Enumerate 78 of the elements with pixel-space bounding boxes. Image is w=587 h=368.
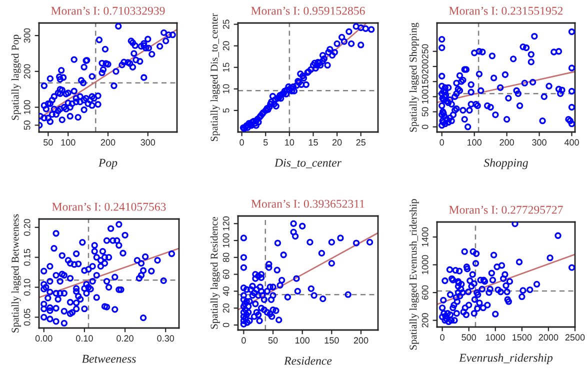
x-tick-label: 0.20 bbox=[116, 335, 134, 342]
x-tick-label: 300 bbox=[532, 139, 546, 146]
y-tick-label: 200 bbox=[24, 64, 30, 78]
x-tick-label: 100 bbox=[468, 139, 482, 146]
y-tick-label: 20 bbox=[222, 41, 230, 50]
y-tick-label: 100 bbox=[24, 100, 30, 114]
y-tick-label: 0.10 bbox=[24, 278, 30, 296]
x-tick-label: 20 bbox=[332, 139, 342, 146]
y-tick-label: 0.05 bbox=[24, 308, 30, 326]
x-tick-label: 1500 bbox=[512, 334, 532, 341]
x-tick-label: 200 bbox=[100, 139, 116, 146]
x-tick-label: 100 bbox=[296, 337, 310, 344]
x-tick-label: 2000 bbox=[538, 334, 558, 341]
y-tick-label: 200 bbox=[422, 59, 428, 74]
x-tick-label: 0.00 bbox=[35, 335, 52, 342]
y-tick-label: 0 bbox=[222, 322, 230, 328]
y-tick-label: 50 bbox=[24, 120, 30, 130]
x-tick-label: 50 bbox=[268, 337, 278, 344]
x-tick-label: 500 bbox=[462, 334, 476, 341]
y-tick-label: 120 bbox=[222, 216, 230, 230]
x-axis-title: Pop bbox=[98, 158, 118, 170]
y-tick-label: 60 bbox=[222, 270, 230, 279]
x-axis-title: Betweeness bbox=[82, 354, 136, 363]
x-axis-title: Evenrush_ridership bbox=[458, 353, 553, 364]
x-tick-label: 50 bbox=[44, 139, 53, 146]
y-tick-label: 600 bbox=[422, 285, 428, 300]
y-axis-title: Spatially lagged Betweeness bbox=[11, 214, 21, 332]
x-tick-label: 1000 bbox=[486, 334, 506, 341]
y-tick-label: 0 bbox=[422, 124, 428, 130]
x-tick-label: 0.10 bbox=[76, 335, 93, 342]
x-tick-label: 10 bbox=[285, 139, 294, 146]
y-tick-label: 250 bbox=[422, 44, 428, 58]
y-tick-label: 25 bbox=[222, 20, 230, 29]
chart-title: Moran’s I: 0.710332939 bbox=[51, 6, 165, 15]
y-tick-label: 200 bbox=[422, 313, 428, 328]
y-axis-title: Spatially lagged Shopping bbox=[409, 22, 419, 132]
x-tick-label: 2500 bbox=[565, 334, 585, 341]
y-tick-label: 150 bbox=[422, 74, 428, 88]
chart-title: Moran’s I: 0.393652311 bbox=[251, 200, 364, 208]
x-tick-label: 15 bbox=[308, 139, 318, 146]
y-tick-label: 100 bbox=[422, 89, 428, 104]
x-axis-title: Dis_to_center bbox=[274, 158, 342, 168]
x-tick-label: 100 bbox=[61, 139, 76, 146]
y-axis-title: Spatially lagged Residence bbox=[210, 216, 220, 329]
y-tick-label: 1400 bbox=[422, 227, 428, 246]
x-tick-label: 0.30 bbox=[157, 335, 174, 342]
x-tick-label: 400 bbox=[564, 139, 579, 146]
x-tick-label: 200 bbox=[354, 337, 368, 344]
x-tick-label: 150 bbox=[324, 337, 339, 344]
x-tick-label: 0 bbox=[240, 139, 244, 146]
x-axis-title: Shopping bbox=[484, 158, 528, 170]
x-axis-title: Residence bbox=[284, 356, 332, 365]
y-tick-label: 80 bbox=[222, 252, 230, 262]
y-axis-title: Spatially lagged Pop bbox=[11, 34, 21, 120]
y-tick-label: 20 bbox=[222, 303, 230, 313]
x-tick-label: 0 bbox=[242, 337, 246, 344]
y-tick-label: 1000 bbox=[422, 255, 428, 274]
y-tick-label: 5 bbox=[222, 108, 230, 113]
y-tick-label: 50 bbox=[422, 107, 428, 116]
x-tick-label: 300 bbox=[140, 139, 156, 146]
y-tick-label: 100 bbox=[222, 233, 230, 248]
y-tick-label: 300 bbox=[24, 28, 30, 43]
x-tick-label: 5 bbox=[263, 139, 268, 146]
y-tick-label: 0.15 bbox=[24, 248, 30, 266]
y-tick-label: 15 bbox=[222, 62, 230, 72]
y-tick-label: 40 bbox=[222, 286, 230, 296]
y-axis-title: Spatially lagged Evenrush_ridership bbox=[409, 199, 419, 350]
x-tick-label: 25 bbox=[356, 139, 366, 146]
y-tick-label: 10 bbox=[222, 84, 230, 94]
x-tick-label: 0 bbox=[440, 334, 444, 341]
chart-title: Moran’s I: 0.231551952 bbox=[449, 6, 563, 15]
chart-title: Moran’s I: 0.277295727 bbox=[449, 206, 563, 214]
chart-title: Moran’s I: 0.241057563 bbox=[52, 202, 166, 211]
y-tick-label: 0.20 bbox=[24, 218, 30, 236]
y-axis-title: Spatially lagged Dis_to_center bbox=[210, 13, 220, 142]
x-tick-label: 200 bbox=[500, 139, 514, 146]
chart-title: Moran’s I: 0.959152856 bbox=[251, 6, 365, 15]
x-tick-label: 0 bbox=[440, 139, 444, 146]
